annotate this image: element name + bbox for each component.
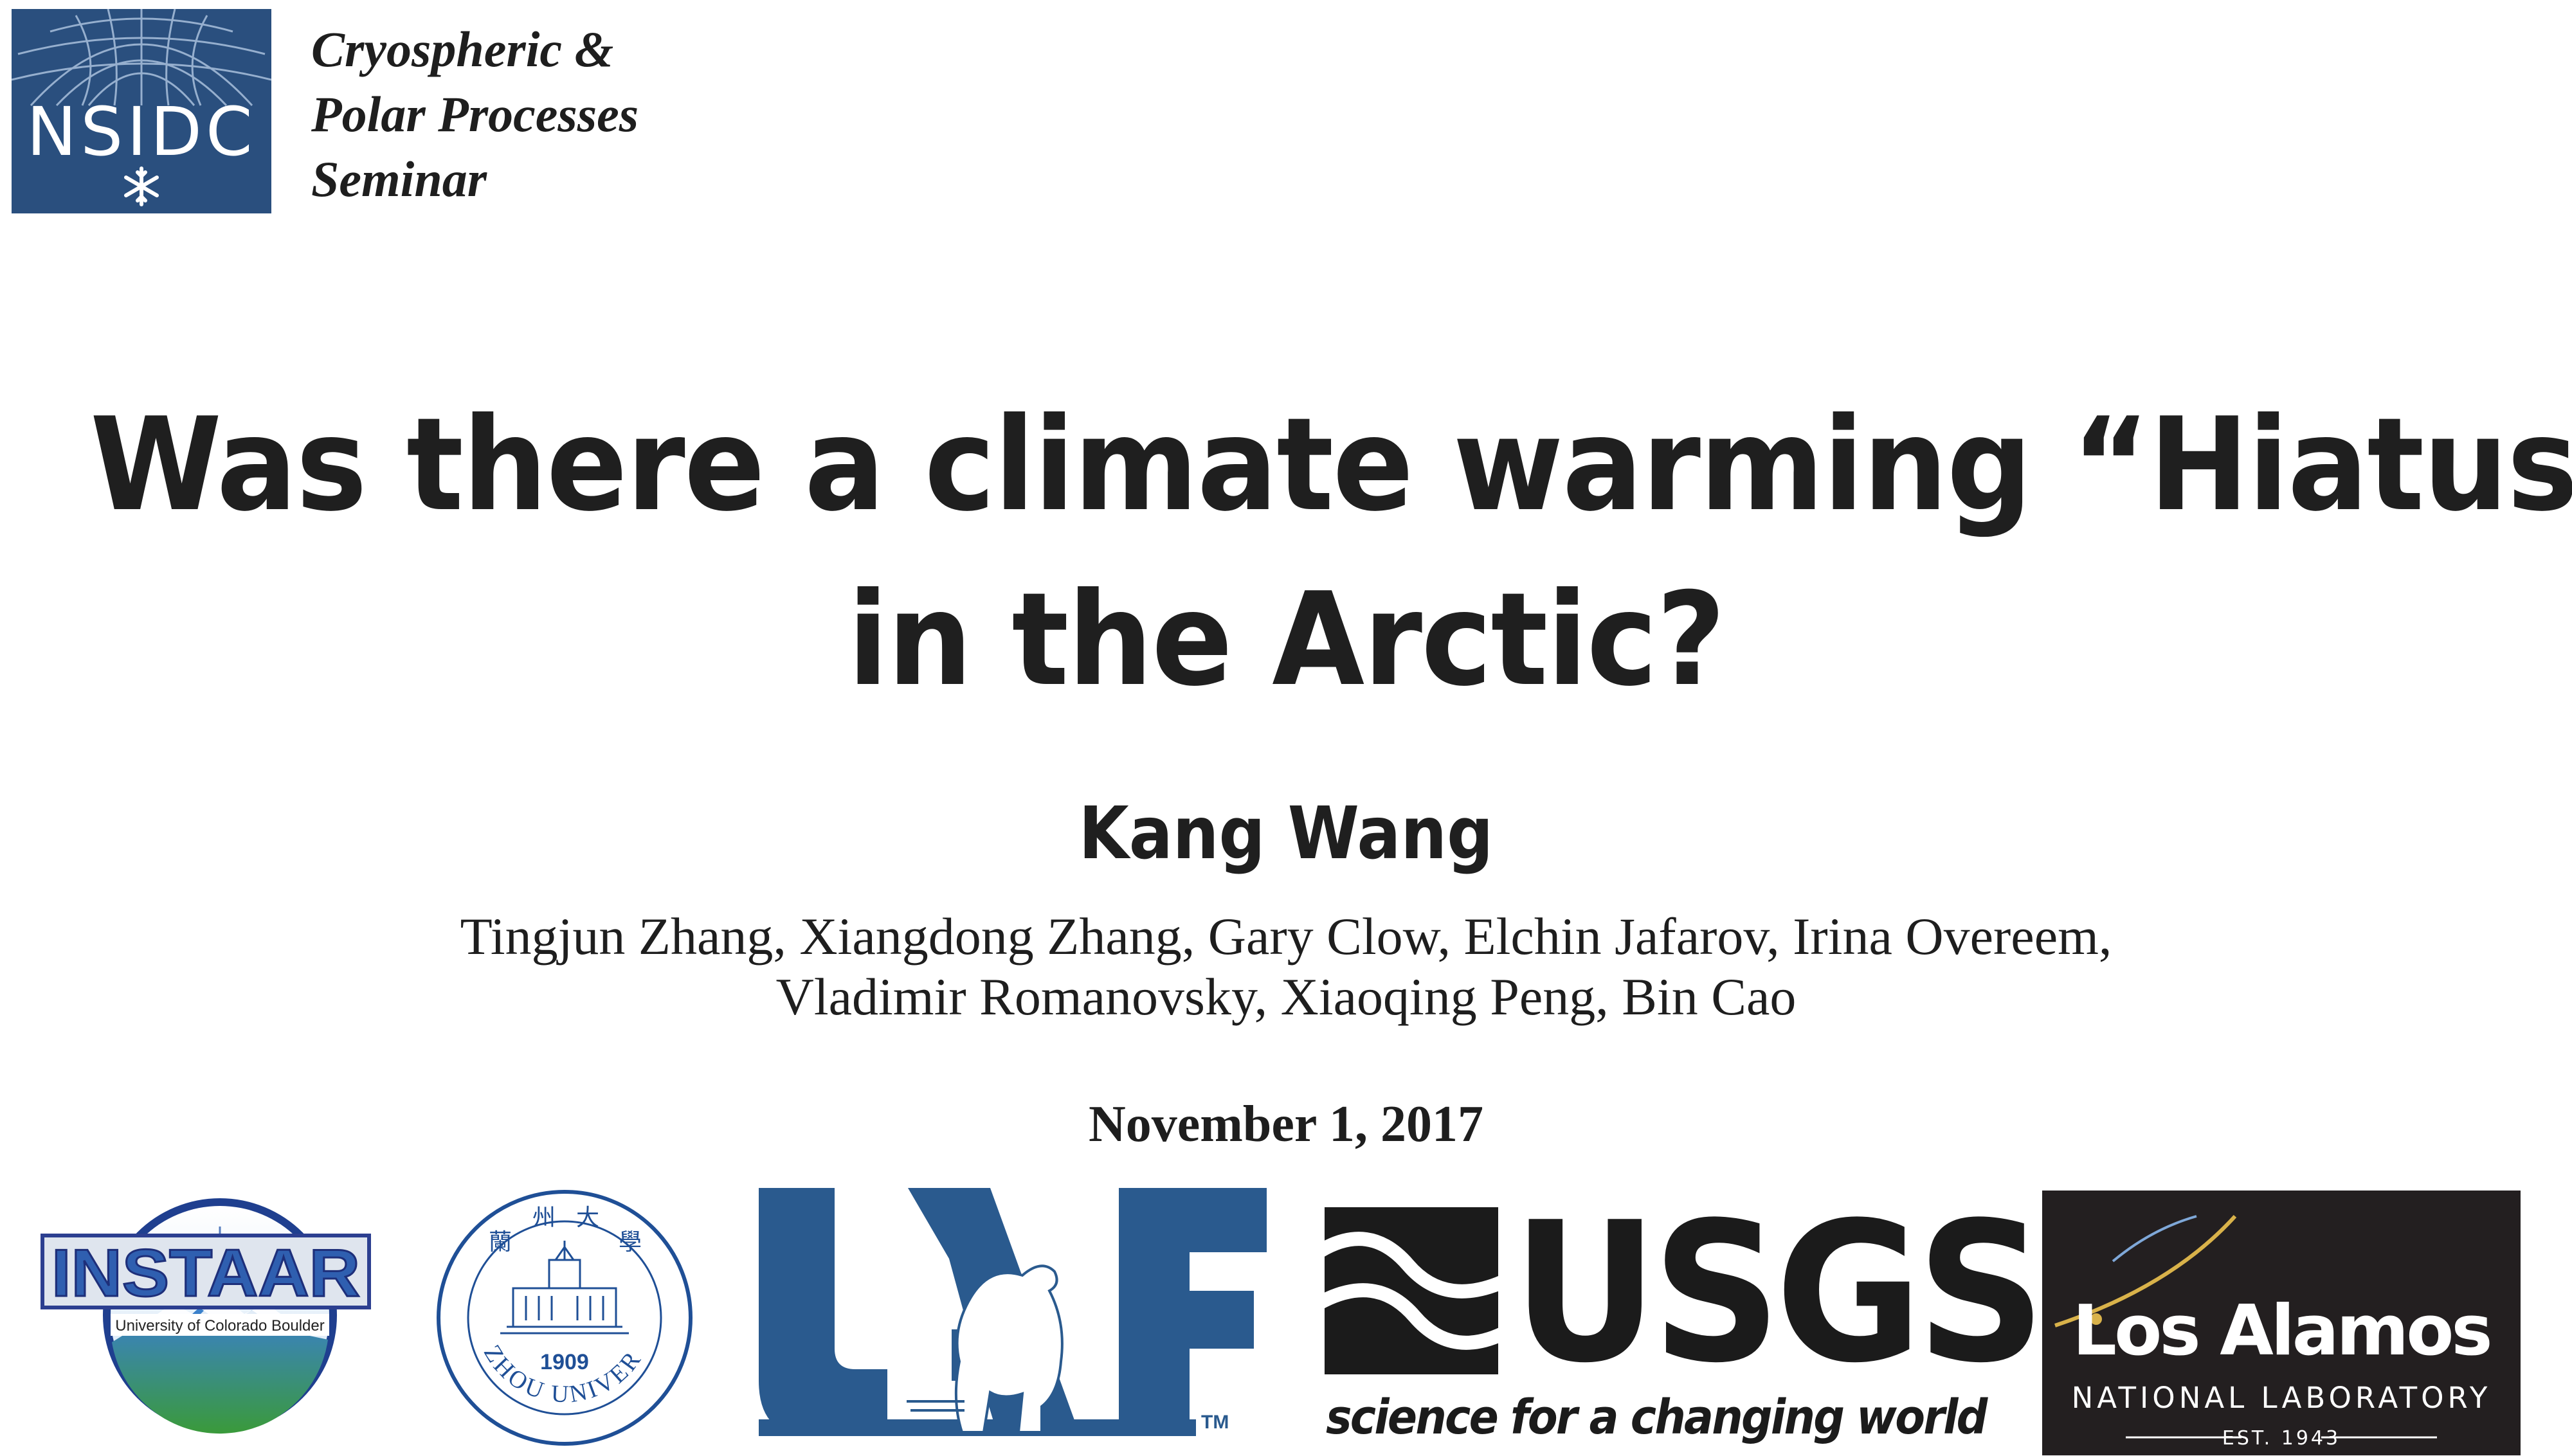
uaf-trademark: TM [1201,1412,1229,1433]
seminar-title: Cryospheric & Polar Processes Seminar [311,17,638,211]
nsidc-logo: NSIDC [12,9,271,213]
seminar-line: Cryospheric & [311,21,614,77]
lanl-established: EST. 1943 [2222,1427,2341,1450]
usgs-logo [1314,1207,1987,1452]
seminar-line: Polar Processes [311,86,639,142]
presenter-name: Kang Wang [1078,792,1494,876]
lanzhou-university-seal: 蘭 州 大 學 1909 LANZHOU UNIVERSITY [419,1162,700,1453]
uaf-logo [759,1188,1273,1436]
seal-year: 1909 [540,1350,589,1374]
instaar-subtitle: University of Colorado Boulder [115,1317,325,1335]
snowflake-icon [124,166,159,206]
talk-title: Was there a climate warming “Hiatus” in … [90,378,2572,728]
instaar-wordmark: INSTAAR [51,1236,360,1311]
talk-date: November 1, 2017 [1089,1096,1483,1153]
lanl-wordmark: Los Alamos [2072,1291,2492,1371]
seal-glyph: 蘭 [489,1229,512,1255]
seminar-line: Seminar [311,151,487,207]
nsidc-logo-text: NSIDC [26,93,257,171]
coauthor-list: Tingjun Zhang, Xiangdong Zhang, Gary Clo… [0,906,2572,1027]
usgs-wordmark: USGS [1512,1181,2046,1405]
instaar-logo: INSTAAR University of Colorado Boulder [40,1182,374,1437]
talk-title-line: Was there a climate warming “Hiatus” [90,390,2572,540]
talk-title-line: in the Arctic? [847,565,1726,715]
globe-grid-icon [12,9,271,107]
polar-bear-icon [954,1264,1064,1434]
usgs-tagline: science for a changing world [1326,1390,1988,1445]
orbit-swoosh-icon [2054,1214,2237,1327]
seal-glyph: 學 [619,1229,642,1255]
seal-glyph: 大 [576,1205,599,1231]
seal-glyph: 州 [532,1205,556,1231]
coauthor-line: Tingjun Zhang, Xiangdong Zhang, Gary Clo… [460,907,2112,966]
los-alamos-logo: Los Alamos NATIONAL LABORATORY EST. 1943 [2042,1191,2521,1455]
coauthor-line: Vladimir Romanovsky, Xiaoqing Peng, Bin … [775,967,1797,1026]
lanl-subtitle: NATIONAL LABORATORY [2071,1381,2492,1415]
